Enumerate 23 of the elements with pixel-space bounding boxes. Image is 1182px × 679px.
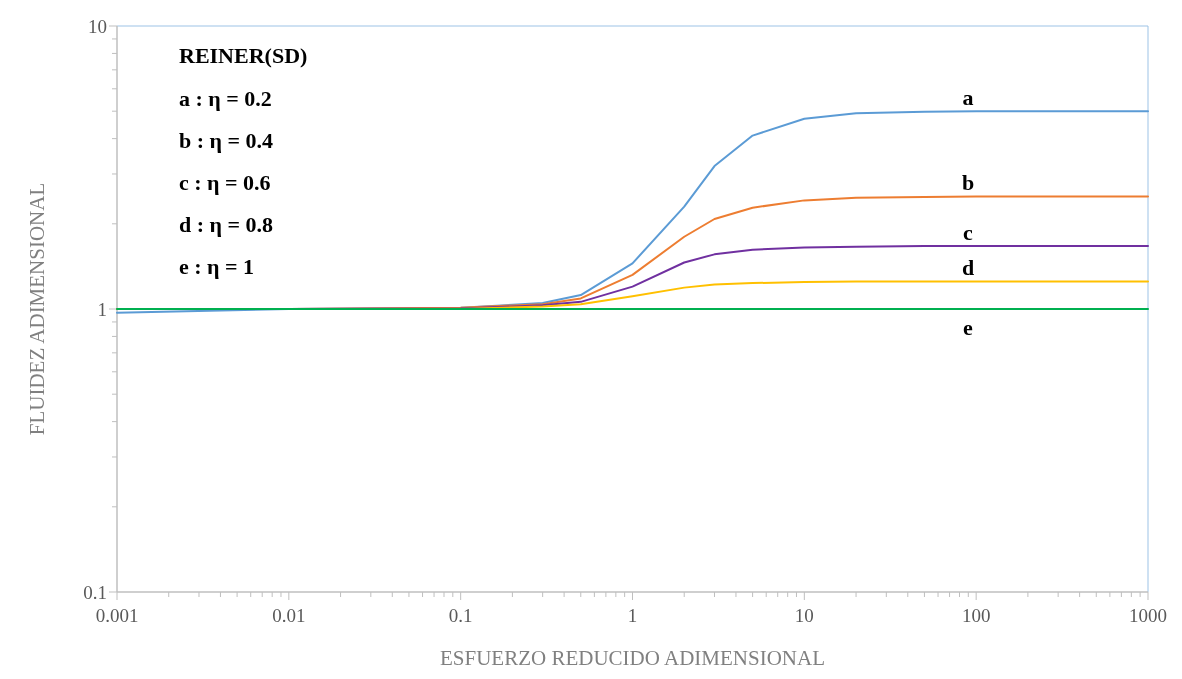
x-tick-label: 0.001 [95,605,139,626]
series-label: c [963,219,974,245]
series-label: a [962,84,974,110]
y-axis-title: FLUIDEZ ADIMENSIONAL [25,182,49,436]
annotation: e : η = 1 [179,254,255,279]
y-tick-label: 0.1 [83,581,107,603]
x-tick-label: 100 [961,605,991,626]
y-tick-label: 1 [97,298,107,320]
series-label: d [961,255,975,281]
x-tick-label: 0.1 [448,605,473,626]
annotation: c : η = 0.6 [179,170,271,195]
annotation: a : η = 0.2 [179,86,272,111]
series-label: b [961,170,975,196]
x-tick-label: 0.01 [272,605,306,626]
x-axis-title: ESFUERZO REDUCIDO ADIMENSIONAL [439,646,826,670]
x-tick-label: 1 [627,605,638,626]
text: REINER(SD) [179,43,308,68]
x-tick-label: 10 [794,605,814,626]
series-label: e [963,314,974,340]
annotation: d : η = 0.8 [179,212,274,237]
annotation: b : η = 0.4 [179,128,274,153]
x-tick-label: 1000 [1129,605,1167,626]
y-tick-label: 10 [88,15,107,37]
